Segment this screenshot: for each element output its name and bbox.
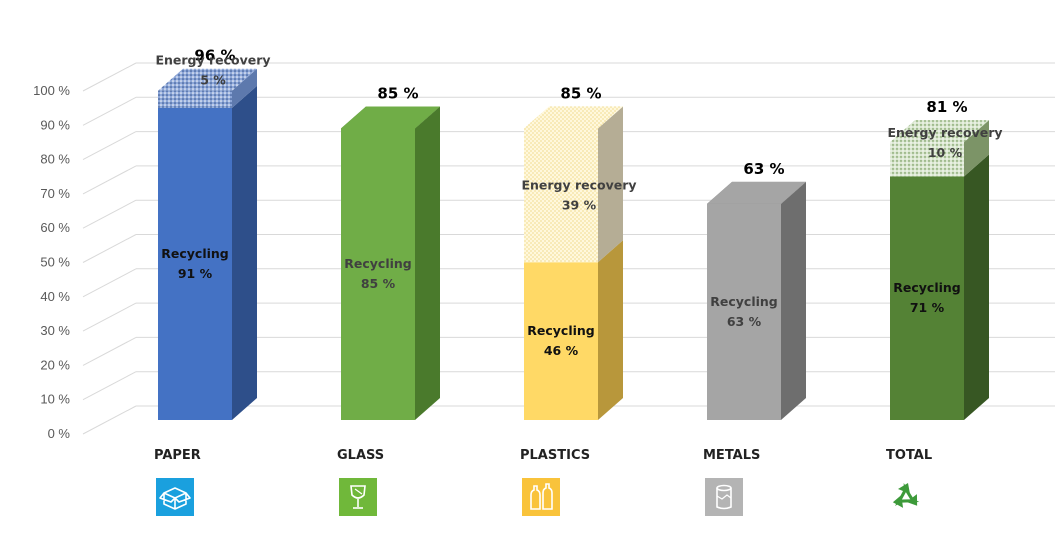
gridline-diagonal xyxy=(82,302,137,332)
recycling-bar-top xyxy=(707,181,806,204)
category-icons xyxy=(156,478,920,516)
energy-bar-plastics-top xyxy=(524,106,623,129)
y-tick-label: 10 % xyxy=(40,392,70,407)
total-label: 85 % xyxy=(377,84,418,102)
recycling-bar-total-front xyxy=(890,176,964,420)
recycling-bar-plastics-side xyxy=(598,240,623,420)
recycling-value-label: 91 % xyxy=(178,266,213,281)
gridline-diagonal xyxy=(82,131,137,161)
bar-glass xyxy=(341,106,440,420)
box-icon xyxy=(156,478,194,516)
bottles-icon xyxy=(522,478,560,516)
recycle-arrow-shape xyxy=(892,495,920,508)
gridline-diagonal xyxy=(82,199,137,229)
gridline-diagonal xyxy=(82,336,137,366)
bar-paper xyxy=(158,68,257,421)
recycling-bar-total-side xyxy=(964,154,989,420)
recycling-label: Recycling xyxy=(710,294,778,309)
bottle-right xyxy=(542,483,553,510)
y-tick-label: 70 % xyxy=(40,186,70,201)
recycle-icon xyxy=(892,482,920,508)
box-shape xyxy=(159,487,191,510)
energy-recovery-label: Energy recovery xyxy=(887,125,1002,140)
recycling-bar-paper-front xyxy=(158,107,232,421)
recycling-label: Recycling xyxy=(344,256,412,271)
y-axis-ticks: 0 % 10 % 20 % 30 % 40 % 50 % 60 % 70 % 80 % 90 % 1… xyxy=(33,83,70,441)
glass-bowl xyxy=(350,485,366,499)
energy-bar-plastics-side xyxy=(598,106,623,263)
energy-bar-plastics-front xyxy=(524,128,598,263)
recycling-bar-glass-side xyxy=(415,106,440,420)
recycling-bar-glass-front xyxy=(341,128,415,420)
y-tick-label: 40 % xyxy=(40,289,70,304)
labels: 96 % Recycling 91 % Energy recovery 5 % PAPER… xyxy=(154,47,1003,463)
icon-background xyxy=(522,478,560,516)
energy-bar-total-front xyxy=(890,142,964,177)
can-body xyxy=(716,488,732,510)
energy-bar-total-side xyxy=(964,120,989,177)
y-tick-label: 80 % xyxy=(40,152,70,167)
bar-metals xyxy=(707,181,806,420)
energy-recovery-value-label: 10 % xyxy=(928,145,963,160)
gridline-diagonal xyxy=(82,371,137,401)
y-tick-label: 20 % xyxy=(40,357,70,372)
y-tick-label: 0 % xyxy=(48,426,71,441)
recycling-label: Recycling xyxy=(527,323,595,338)
gridline-diagonal xyxy=(82,62,137,92)
can-icon xyxy=(705,478,743,516)
y-tick-label: 60 % xyxy=(40,220,70,235)
y-tick-label: 30 % xyxy=(40,323,70,338)
total-label: 85 % xyxy=(560,84,601,102)
gridline-diagonal xyxy=(82,405,137,435)
gridline-diagonal xyxy=(82,165,137,195)
y-tick-label: 50 % xyxy=(40,255,70,270)
recycling-label: Recycling xyxy=(161,246,229,261)
energy-recovery-label: Energy recovery xyxy=(521,177,636,192)
bottle-left xyxy=(530,485,541,510)
recycling-value-label: 46 % xyxy=(544,343,579,358)
recycling-value-label: 63 % xyxy=(727,314,762,329)
energy-bar-total-top xyxy=(890,120,989,143)
glass-crack xyxy=(354,488,363,495)
y-tick-label: 90 % xyxy=(40,117,70,132)
energy-recovery-value-label: 39 % xyxy=(562,197,597,212)
icon-background xyxy=(339,478,377,516)
recycling-value-label: 85 % xyxy=(361,276,396,291)
total-label: 63 % xyxy=(743,160,784,178)
recycling-bar-metals-side xyxy=(781,181,806,420)
category-label-metals: METALS xyxy=(703,448,760,463)
y-tick-label: 100 % xyxy=(33,83,70,98)
gridline-diagonal xyxy=(82,268,137,298)
recycling-bar-top xyxy=(341,106,440,129)
bar-total xyxy=(890,120,989,420)
total-label: 81 % xyxy=(926,98,967,116)
wine-glass-icon xyxy=(339,478,377,516)
bars xyxy=(158,68,989,421)
total-label: 96 % xyxy=(194,47,235,65)
category-label-plastics: PLASTICS xyxy=(520,448,590,463)
can-dent xyxy=(716,494,732,500)
category-label-paper: PAPER xyxy=(154,448,201,463)
recycling-bar-metals-front xyxy=(707,203,781,420)
category-label-total: TOTAL xyxy=(886,448,932,463)
recycling-label: Recycling xyxy=(893,280,961,295)
category-label-glass: GLASS xyxy=(337,448,384,463)
energy-recovery-label: Energy recovery xyxy=(155,53,270,68)
energy-bar-paper-top xyxy=(158,68,257,91)
recycling-bar-paper-side xyxy=(232,85,257,421)
gridline-diagonal xyxy=(82,234,137,263)
recycling-value-label: 71 % xyxy=(910,300,945,315)
gridline-diagonal xyxy=(82,96,137,126)
energy-bar-paper-side xyxy=(232,68,257,108)
energy-recovery-value-label: 5 % xyxy=(200,73,226,88)
recycle-arrow xyxy=(892,495,920,508)
bar-plastics xyxy=(524,106,623,420)
energy-bar-paper-front xyxy=(158,90,232,108)
recycling-bar-plastics-front xyxy=(524,262,598,420)
